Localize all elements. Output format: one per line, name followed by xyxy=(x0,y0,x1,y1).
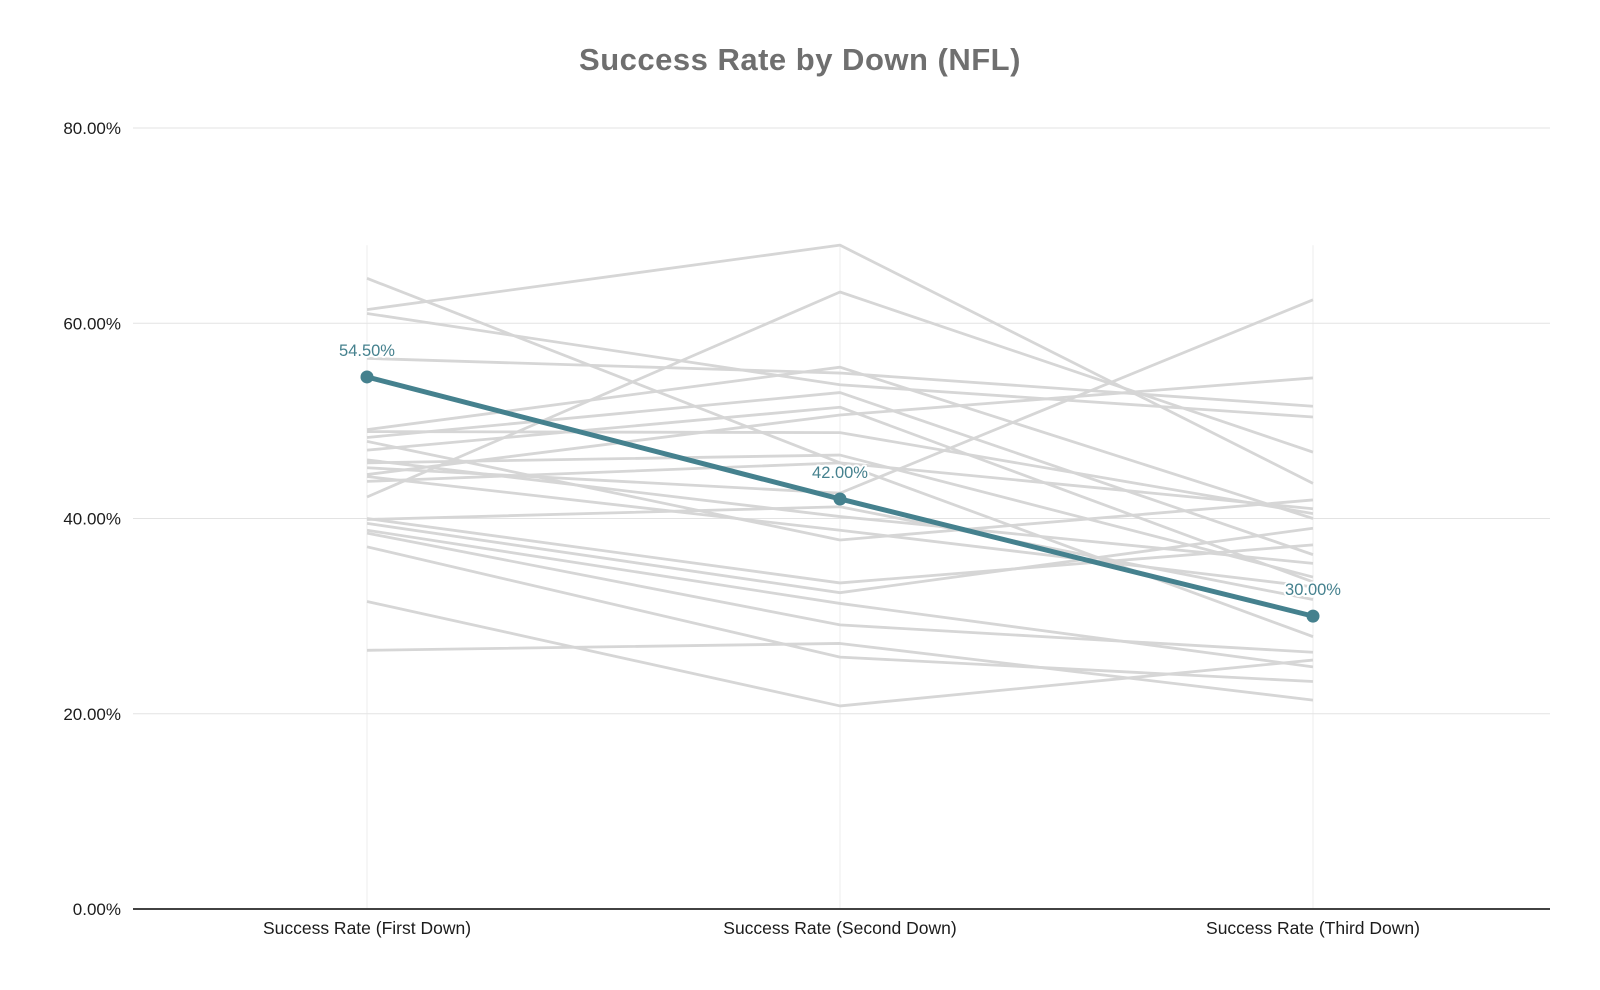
team-line xyxy=(366,290,1314,499)
team-line xyxy=(366,243,1314,485)
data-point-label: 42.00% xyxy=(812,464,868,482)
y-tick-label: 80.00% xyxy=(63,119,121,138)
team-line xyxy=(366,600,1314,708)
x-category-label: Success Rate (First Down) xyxy=(263,918,471,938)
team-line xyxy=(366,642,1314,702)
team-line xyxy=(366,453,1314,579)
x-category-label: Success Rate (Third Down) xyxy=(1206,918,1420,938)
team-line xyxy=(366,391,1314,556)
y-tick-label: 40.00% xyxy=(63,510,121,529)
team-line xyxy=(366,528,1314,669)
data-point-label: 30.00% xyxy=(1285,581,1341,599)
y-tick-label: 60.00% xyxy=(63,314,121,333)
data-point-label: 54.50% xyxy=(339,342,395,360)
team-line xyxy=(366,312,1314,419)
y-tick-label: 0.00% xyxy=(73,900,121,919)
team-line xyxy=(366,430,1314,515)
team-line xyxy=(366,545,1314,683)
data-point[interactable] xyxy=(360,370,374,384)
data-point[interactable] xyxy=(1306,609,1320,623)
team-line xyxy=(366,356,1314,408)
team-line xyxy=(366,405,1314,584)
team-line xyxy=(366,458,1314,565)
team-line xyxy=(366,531,1314,654)
team-line xyxy=(366,521,1314,595)
team-line xyxy=(366,517,1314,585)
team-line xyxy=(366,376,1314,476)
data-point[interactable] xyxy=(833,492,847,506)
team-line xyxy=(366,365,1314,520)
chart-title: Success Rate by Down (NFL) xyxy=(579,42,1021,77)
y-tick-label: 20.00% xyxy=(63,705,121,724)
team-line xyxy=(366,505,1314,601)
x-category-label: Success Rate (Second Down) xyxy=(723,918,956,938)
